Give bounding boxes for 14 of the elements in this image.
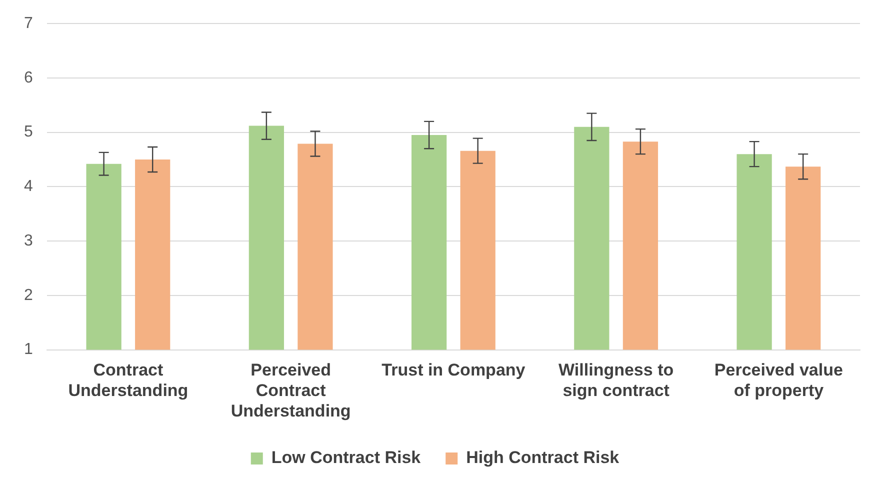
legend-label: High Contract Risk: [466, 448, 620, 468]
x-tick-label: Perceived Contract Understanding: [230, 360, 351, 420]
y-tick-label: 4: [24, 178, 33, 196]
x-tick-label: Contract Understanding: [68, 360, 188, 400]
y-tick-label: 7: [24, 15, 33, 32]
y-tick-label: 2: [24, 286, 33, 304]
y-tick-label: 1: [24, 341, 33, 358]
x-tick-label: Trust in Company: [382, 360, 526, 380]
y-tick-label: 6: [24, 69, 33, 86]
x-tick-label: Perceived value of property: [714, 360, 843, 400]
y-tick-label: 5: [24, 124, 33, 141]
x-tick-label: Willingness to sign contract: [558, 360, 674, 400]
y-tick-label: 3: [24, 232, 33, 250]
legend-label: Low Contract Risk: [271, 448, 422, 468]
